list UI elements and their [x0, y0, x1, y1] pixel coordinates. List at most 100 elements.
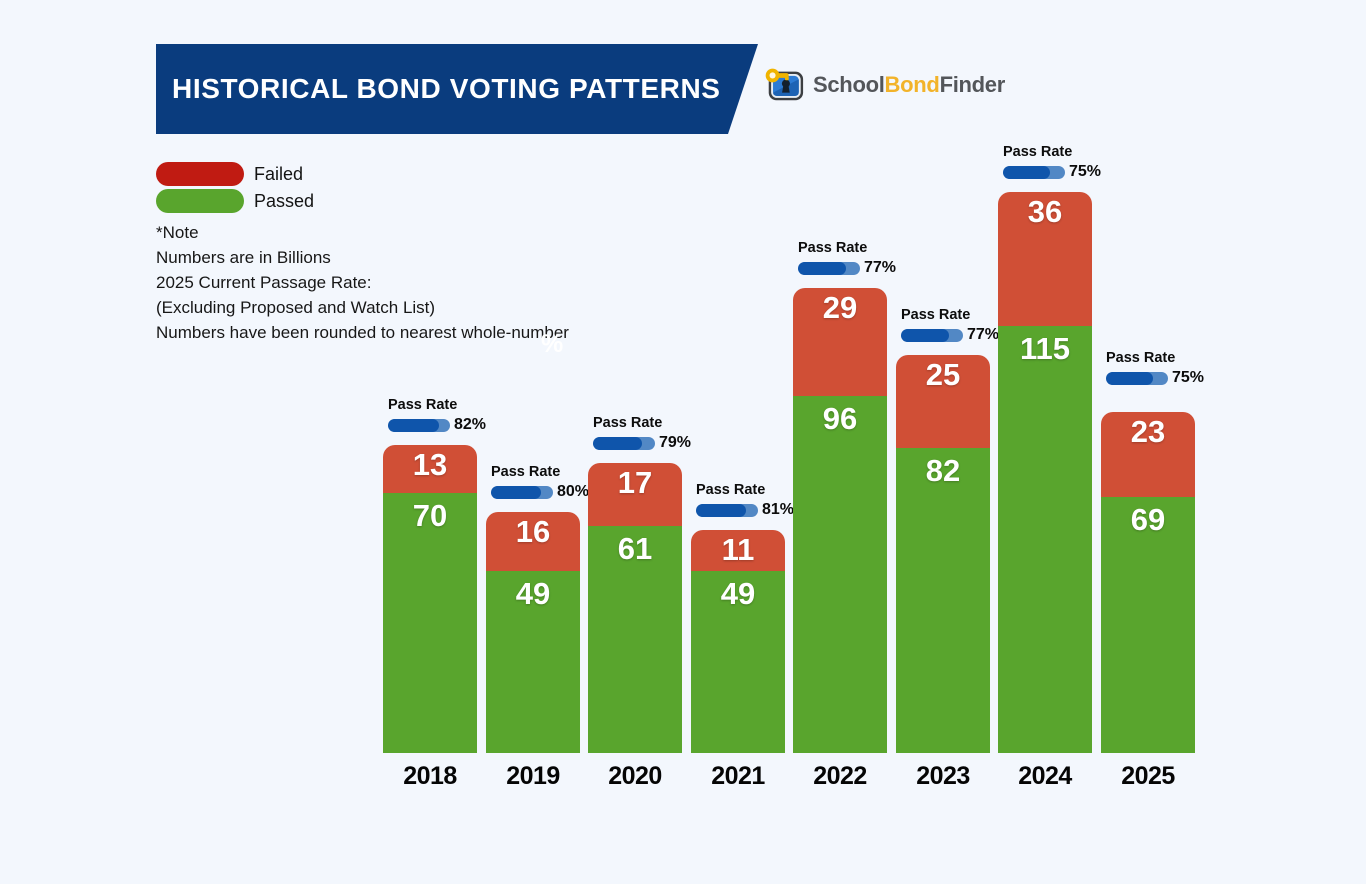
- pass-rate-label: Pass Rate: [1106, 350, 1176, 366]
- pass-rate-pill-fill: [388, 418, 439, 432]
- logo-word-bond: Bond: [884, 72, 940, 97]
- pass-rate-annotation-2019: Pass Rate 80%: [491, 464, 589, 501]
- pass-rate-annotation-2018: Pass Rate 82%: [388, 397, 486, 434]
- passed-value-label: 61: [617, 531, 653, 566]
- passed-value-label: 69: [1130, 502, 1166, 537]
- failed-value-label: 25: [925, 357, 961, 392]
- passed-value-label: 96: [822, 401, 858, 436]
- pass-rate-pill-fill: [491, 485, 541, 499]
- pass-rate-pill-fill: [901, 328, 949, 342]
- legend-label-passed: Passed: [254, 190, 315, 211]
- bar-2018: 13 70: [383, 445, 477, 753]
- note-line: (Excluding Proposed and Watch List): [156, 298, 436, 317]
- bar-2024: 36 115: [998, 192, 1092, 753]
- pass-rate-value: 75%: [1172, 369, 1205, 386]
- legend: Failed Passed: [156, 162, 314, 216]
- pass-rate-annotation-2024: Pass Rate 75%: [1003, 144, 1101, 181]
- pass-rate-pill: [901, 328, 963, 342]
- failed-color-swatch: [156, 162, 244, 186]
- passed-value-label: 115: [1019, 331, 1070, 366]
- pass-rate-value: 77%: [967, 326, 1000, 343]
- bar-2021: 11 49: [691, 530, 785, 753]
- pass-rate-label: Pass Rate: [1003, 144, 1073, 160]
- passed-segment-2023: 82: [896, 448, 990, 753]
- pass-rate-label: Pass Rate: [901, 307, 971, 323]
- pass-rate-annotation-2020: Pass Rate 79%: [593, 415, 691, 452]
- pass-rate-row: 81%: [696, 501, 794, 519]
- pass-rate-row: 75%: [1106, 369, 1204, 387]
- pass-rate-pill: [491, 485, 553, 499]
- passed-segment-2021: 49: [691, 571, 785, 753]
- pass-rate-row: 82%: [388, 416, 486, 434]
- pass-rate-pill-fill: [696, 503, 747, 517]
- failed-value-label: 17: [617, 465, 653, 500]
- year-label-2025: 2025: [1121, 762, 1175, 790]
- pass-rate-label: Pass Rate: [388, 397, 458, 413]
- legend-item-failed: Failed: [156, 162, 314, 186]
- failed-segment-2021: 11: [691, 530, 785, 571]
- passed-segment-2020: 61: [588, 526, 682, 753]
- logo-word-school: School: [813, 72, 885, 97]
- passed-color-swatch: [156, 189, 244, 213]
- pass-rate-value: 75%: [1069, 163, 1102, 180]
- passed-segment-2018: 70: [383, 493, 477, 753]
- failed-value-label: 16: [515, 514, 551, 549]
- title-banner: HISTORICAL BOND VOTING PATTERNS: [156, 44, 758, 134]
- legend-item-passed: Passed: [156, 189, 314, 213]
- pass-rate-label: Pass Rate: [491, 464, 561, 480]
- pass-rate-row: 79%: [593, 434, 691, 452]
- failed-segment-2022: 29: [793, 288, 887, 396]
- passed-value-label: 49: [720, 576, 756, 611]
- passed-segment-2022: 96: [793, 396, 887, 753]
- bar-2019: 16 49: [486, 512, 580, 753]
- failed-segment-2025: 23: [1101, 412, 1195, 497]
- note-line: 2025 Current Passage Rate:: [156, 273, 372, 292]
- failed-value-label: 36: [1027, 194, 1063, 229]
- failed-value-label: 13: [412, 447, 448, 482]
- passed-value-label: 70: [412, 498, 448, 533]
- note-line: Numbers have been rounded to nearest who…: [156, 323, 569, 342]
- schoolbondfinder-logo: SchoolBondFinder: [763, 64, 1005, 106]
- pass-rate-annotation-2022: Pass Rate 77%: [798, 240, 896, 277]
- pass-rate-pill-fill: [593, 436, 642, 450]
- pass-rate-value: 82%: [454, 416, 487, 433]
- logo-word-finder: Finder: [939, 72, 1006, 97]
- logo-wordmark: SchoolBondFinder: [813, 72, 1005, 98]
- pass-rate-row: 77%: [798, 259, 896, 277]
- passed-segment-2019: 49: [486, 571, 580, 753]
- failed-value-label: 29: [822, 290, 858, 325]
- pass-rate-pill: [798, 261, 860, 275]
- pass-rate-pill: [1003, 165, 1065, 179]
- bar-2025: 23 69: [1101, 412, 1195, 753]
- pass-rate-label: Pass Rate: [696, 482, 766, 498]
- pass-rate-label: Pass Rate: [798, 240, 868, 256]
- pass-rate-pill: [696, 503, 758, 517]
- passed-segment-2025: 69: [1101, 497, 1195, 753]
- pass-rate-annotation-2023: Pass Rate 77%: [901, 307, 999, 344]
- pass-rate-annotation-2025: Pass Rate 75%: [1106, 350, 1204, 387]
- year-label-2020: 2020: [608, 762, 662, 790]
- pass-rate-row: 75%: [1003, 163, 1101, 181]
- pass-rate-pill-fill: [1003, 165, 1050, 179]
- year-label-2021: 2021: [711, 762, 765, 790]
- pass-rate-row: 80%: [491, 483, 589, 501]
- failed-segment-2018: 13: [383, 445, 477, 493]
- year-label-2024: 2024: [1018, 762, 1072, 790]
- pass-rate-value: 80%: [557, 483, 590, 500]
- passed-segment-2024: 115: [998, 326, 1092, 753]
- pass-rate-value: 81%: [762, 501, 795, 518]
- note-line: Numbers are in Billions: [156, 248, 331, 267]
- note-line: *Note: [156, 223, 199, 242]
- passed-value-label: 49: [515, 576, 551, 611]
- year-label-2023: 2023: [916, 762, 970, 790]
- stray-percent-artifact: %: [541, 330, 564, 358]
- passed-value-label: 82: [925, 453, 961, 488]
- bar-2023: 25 82: [896, 355, 990, 753]
- pass-rate-pill: [388, 418, 450, 432]
- footnotes: *Note Numbers are in Billions 2025 Curre…: [156, 220, 569, 345]
- bar-2022: 29 96: [793, 288, 887, 753]
- year-label-2018: 2018: [403, 762, 457, 790]
- failed-segment-2019: 16: [486, 512, 580, 571]
